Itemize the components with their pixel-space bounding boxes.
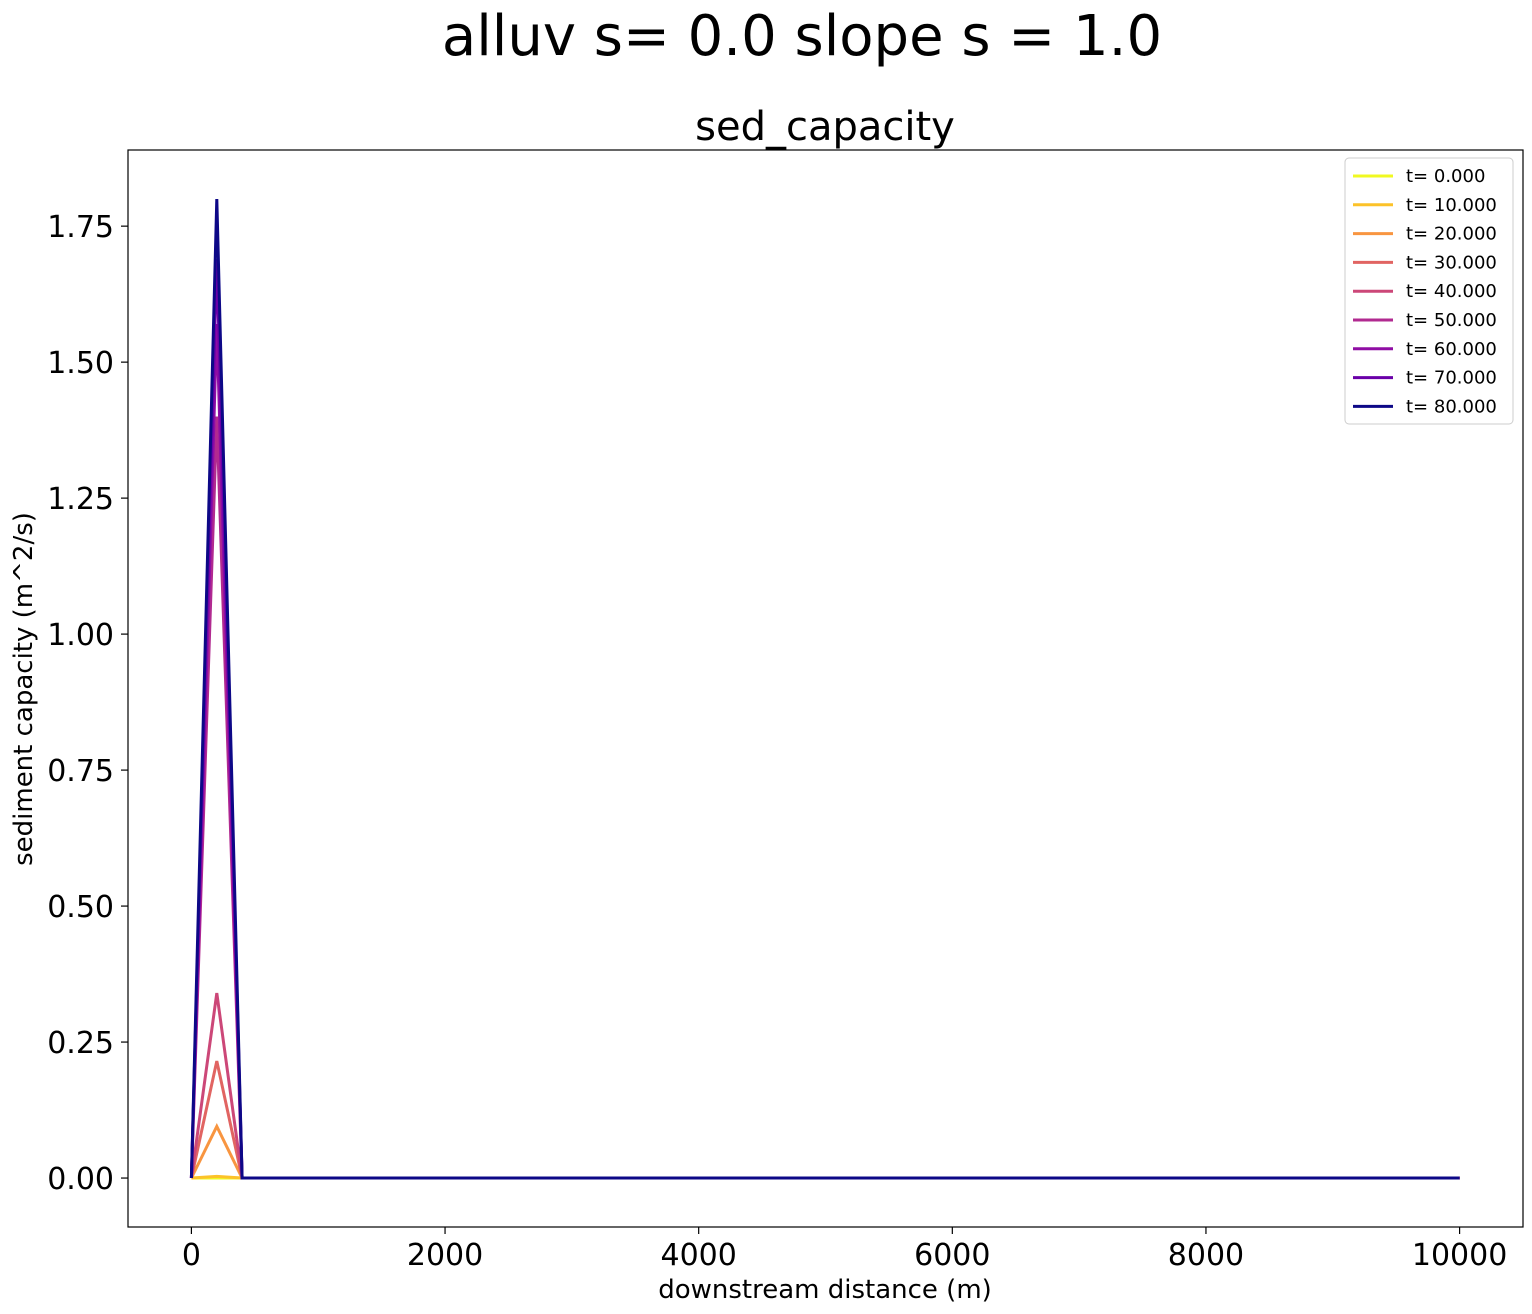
x-tick-label: 2000 bbox=[407, 1238, 483, 1273]
series-line-4 bbox=[189, 1060, 1460, 1180]
y-tick-label: 0.00 bbox=[47, 1162, 114, 1197]
legend-label-2: t= 10.000 bbox=[1406, 195, 1497, 216]
x-tick-label: 4000 bbox=[661, 1238, 737, 1273]
y-tick-label: 0.50 bbox=[47, 890, 114, 925]
x-tick-label: 6000 bbox=[914, 1238, 990, 1273]
series-line-8 bbox=[189, 258, 1460, 1180]
series-line-5 bbox=[189, 992, 1460, 1180]
legend-label-7: t= 60.000 bbox=[1406, 339, 1497, 360]
y-tick-label: 0.75 bbox=[47, 754, 114, 789]
y-tick-label: 1.25 bbox=[47, 482, 114, 517]
y-tick-label: 1.00 bbox=[47, 618, 114, 653]
legend-label-6: t= 50.000 bbox=[1406, 310, 1497, 331]
series-line-7 bbox=[189, 324, 1460, 1180]
legend-label-4: t= 30.000 bbox=[1406, 252, 1497, 273]
legend: t= 0.000 t= 10.000 t= 20.000 t= 30.000 t= 40… bbox=[1344, 157, 1514, 425]
legend-label-8: t= 70.000 bbox=[1406, 368, 1497, 389]
series-line-3 bbox=[190, 1122, 1460, 1180]
x-axis-label: downstream distance (m) bbox=[658, 1275, 992, 1305]
series-line-9 bbox=[189, 198, 1460, 1180]
x-axis-ticks: 0 2000 4000 6000 8000 10000 bbox=[182, 1227, 1507, 1273]
series-lines bbox=[189, 198, 1460, 1180]
y-axis-ticks: 0.00 0.25 0.50 0.75 1.00 1.25 1.50 1.75 bbox=[47, 210, 128, 1197]
y-tick-label: 1.50 bbox=[47, 346, 114, 381]
legend-label-3: t= 20.000 bbox=[1406, 224, 1497, 245]
x-tick-label: 0 bbox=[182, 1238, 201, 1273]
legend-box bbox=[1344, 157, 1514, 425]
y-tick-label: 0.25 bbox=[47, 1026, 114, 1061]
x-tick-label: 8000 bbox=[1168, 1238, 1244, 1273]
y-tick-label: 1.75 bbox=[47, 210, 114, 245]
plot-area-frame bbox=[127, 149, 1524, 1228]
legend-label-1: t= 0.000 bbox=[1406, 166, 1485, 187]
legend-label-9: t= 80.000 bbox=[1406, 396, 1497, 417]
figure-suptitle: alluv s= 0.0 slope s = 1.0 bbox=[442, 4, 1162, 69]
legend-label-5: t= 40.000 bbox=[1406, 281, 1497, 302]
x-tick-label: 10000 bbox=[1412, 1238, 1507, 1273]
chart-title: sed_capacity bbox=[695, 104, 955, 150]
series-line-6 bbox=[189, 416, 1460, 1180]
y-axis-label: sediment capacity (m^2/s) bbox=[9, 512, 39, 866]
